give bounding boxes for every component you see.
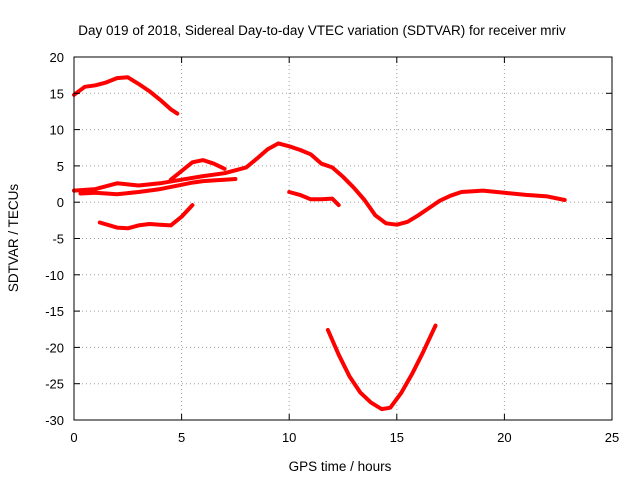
series-line-arc-4 — [97, 203, 195, 231]
grid — [74, 57, 612, 420]
x-tick-label: 5 — [178, 430, 185, 445]
y-tick-label: -20 — [45, 340, 64, 355]
y-tick-label: -15 — [45, 304, 64, 319]
y-tick-label: -25 — [45, 377, 64, 392]
series-group — [72, 75, 567, 412]
series-line-arc-7 — [325, 323, 438, 412]
y-tick-label: -30 — [45, 413, 64, 428]
y-tick-label: 10 — [50, 123, 64, 138]
y-tick-label: -5 — [52, 232, 64, 247]
series-line-arc-6 — [287, 190, 341, 208]
series-line-arc-1 — [72, 75, 180, 116]
series-line-arc-3 — [78, 177, 238, 197]
y-tick-label: 0 — [57, 195, 64, 210]
series-line-arc-2 — [72, 141, 567, 227]
x-tick-label: 10 — [282, 430, 296, 445]
x-tick-label: 20 — [497, 430, 511, 445]
y-tick-label: 20 — [50, 50, 64, 65]
x-axis-label: GPS time / hours — [289, 459, 392, 474]
series-line-arc-5 — [168, 158, 227, 182]
x-tick-label: 0 — [70, 430, 77, 445]
ticks: 0 5 10 15 20 25 -30 -25 -20 -15 -10 -5 0 5 10 15 20 — [45, 50, 619, 445]
y-tick-label: -10 — [45, 268, 64, 283]
y-axis-label: SDTVAR / TECUs — [6, 184, 21, 293]
y-tick-label: 5 — [57, 159, 64, 174]
chart-title: Day 019 of 2018, Sidereal Day-to-day VTE… — [78, 23, 566, 38]
x-tick-label: 15 — [390, 430, 404, 445]
x-tick-label: 25 — [605, 430, 619, 445]
y-tick-label: 15 — [50, 86, 64, 101]
